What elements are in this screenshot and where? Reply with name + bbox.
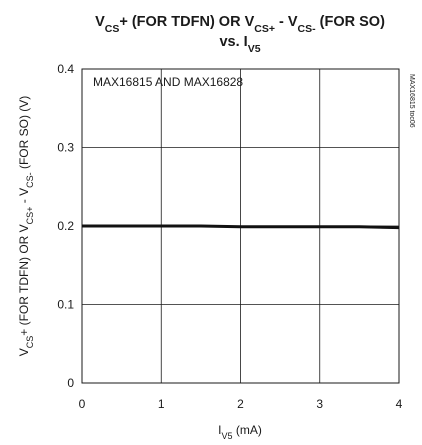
y-tick-label: 0.2 <box>57 219 74 233</box>
x-tick-label: 2 <box>237 397 244 411</box>
chart-title-line1: VCS+ (FOR TDFN) OR VCS+ - VCS- (FOR SO) <box>95 14 385 35</box>
x-tick-label: 1 <box>158 397 165 411</box>
annotation: MAX16815 AND MAX16828 <box>93 75 243 89</box>
x-tick-label: 3 <box>316 397 323 411</box>
x-ticks: 0 1 2 3 4 <box>79 397 403 411</box>
y-axis-label: VCS+ (FOR TDFN) OR VCS+ - VCS- (FOR SO) … <box>17 96 35 357</box>
y-tick-label: 0.3 <box>57 141 74 155</box>
y-tick-label: 0.4 <box>57 62 74 76</box>
x-tick-label: 4 <box>396 397 403 411</box>
figure-code: MAX16815 toc06 <box>408 74 415 128</box>
x-tick-label: 0 <box>79 397 86 411</box>
x-axis-label: IV5 (mA) <box>218 423 262 441</box>
series-line <box>82 224 400 230</box>
y-ticks: 0 0.1 0.2 0.3 0.4 <box>57 62 74 390</box>
y-tick-label: 0 <box>67 376 74 390</box>
y-tick-label: 0.1 <box>57 298 74 312</box>
chart-title-line2: vs. IV5 <box>219 34 260 55</box>
